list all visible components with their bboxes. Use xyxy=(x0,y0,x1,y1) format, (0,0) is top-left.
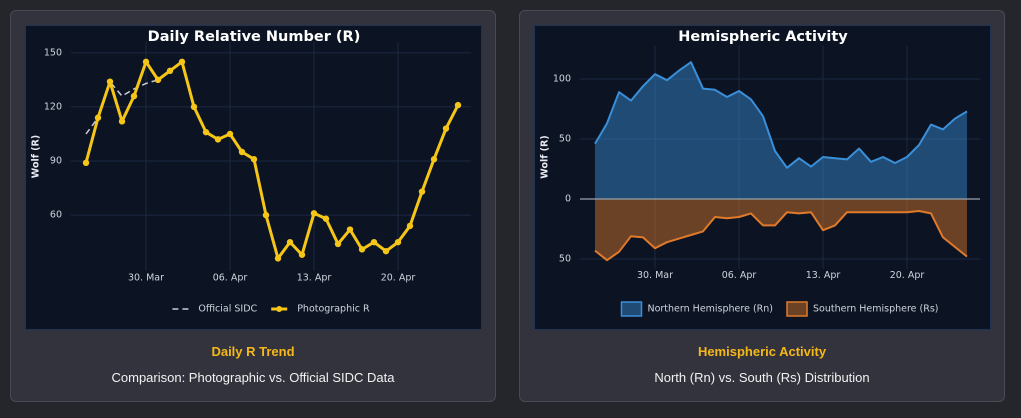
point xyxy=(154,76,162,84)
point xyxy=(262,211,270,219)
point xyxy=(106,78,114,85)
y-tick-label: 0 xyxy=(565,194,571,205)
point xyxy=(166,67,174,75)
x-tick-label: 13. Apr xyxy=(806,270,841,281)
point xyxy=(238,148,246,156)
y-axis-label: Wolf (R) xyxy=(31,135,42,178)
point xyxy=(310,210,318,217)
legend-marker xyxy=(276,306,283,312)
point xyxy=(442,125,450,132)
legend-label: Photographic R xyxy=(297,304,370,315)
point xyxy=(334,240,342,248)
y-tick-label: 50 xyxy=(559,254,571,265)
y-tick-label: 120 xyxy=(44,101,62,112)
legend: Official SIDC Photographic R xyxy=(172,304,370,315)
y-tick-label: 60 xyxy=(50,210,62,221)
x-tick-label: 06. Apr xyxy=(213,273,248,284)
legend-swatch xyxy=(786,301,808,317)
chart: Hemispheric Activity Wolf (R) 50 0 50 100 30. … xyxy=(540,29,980,317)
point xyxy=(358,246,366,253)
legend-label: Southern Hemisphere (Rs) xyxy=(813,304,939,315)
point xyxy=(250,156,258,163)
y-tick-label: 100 xyxy=(553,74,571,85)
legend: Northern Hemisphere (Rn) Southern Hemisph… xyxy=(620,301,939,317)
point xyxy=(286,238,294,246)
point xyxy=(406,222,414,230)
point xyxy=(82,159,90,167)
legend-label: Northern Hemisphere (Rn) xyxy=(647,304,773,315)
point xyxy=(178,58,186,66)
point xyxy=(226,130,234,138)
point xyxy=(382,247,390,255)
card-title: Daily R Trend xyxy=(211,344,295,359)
x-tick-label: 13. Apr xyxy=(297,273,332,284)
point xyxy=(454,101,462,109)
point xyxy=(214,136,222,143)
card: Hemispheric Activity Wolf (R) 50 0 50 100 30. … xyxy=(519,10,1005,402)
card-subtitle: North (Rn) vs. South (Rs) Distribution xyxy=(654,370,870,385)
point xyxy=(202,128,210,136)
y-tick-label: 150 xyxy=(44,47,62,58)
point xyxy=(130,92,138,100)
chart: Daily Relative Number (R) Wolf (R) 60 90 120… xyxy=(31,29,471,315)
y-axis-label: Wolf (R) xyxy=(540,135,551,178)
point xyxy=(370,238,378,246)
line xyxy=(84,60,460,260)
card: Daily Relative Number (R) Wolf (R) 60 90 120… xyxy=(10,10,496,402)
chart-panel: Daily Relative Number (R) Wolf (R) 60 90 120… xyxy=(25,25,482,330)
chart-title: Daily Relative Number (R) xyxy=(148,29,361,45)
point xyxy=(118,118,126,125)
card-title: Hemispheric Activity xyxy=(697,344,827,359)
point xyxy=(298,251,306,258)
x-tick-label: 06. Apr xyxy=(722,270,757,281)
line xyxy=(594,210,968,262)
point xyxy=(430,156,438,163)
x-tick-label: 20. Apr xyxy=(381,273,416,284)
point xyxy=(142,58,150,66)
chart-panel: Hemispheric Activity Wolf (R) 50 0 50 100 30. … xyxy=(534,25,991,330)
y-tick-label: 90 xyxy=(50,156,62,167)
x-tick-label: 20. Apr xyxy=(890,270,925,281)
chart-title: Hemispheric Activity xyxy=(678,29,848,45)
point xyxy=(322,215,330,222)
point xyxy=(94,114,102,121)
area-fill xyxy=(595,62,967,200)
legend-label: Official SIDC xyxy=(198,304,257,315)
line xyxy=(85,61,459,260)
x-tick-label: 30. Mar xyxy=(128,273,164,284)
area-fill xyxy=(595,199,967,261)
point xyxy=(418,188,426,195)
point xyxy=(394,238,402,246)
point xyxy=(190,103,198,111)
y-tick-label: 50 xyxy=(559,134,571,145)
point xyxy=(346,226,354,233)
card-subtitle: Comparison: Photographic vs. Official SI… xyxy=(111,370,395,385)
point xyxy=(274,255,282,262)
legend-swatch xyxy=(620,301,643,317)
x-tick-label: 30. Mar xyxy=(637,270,673,281)
line xyxy=(594,61,968,169)
